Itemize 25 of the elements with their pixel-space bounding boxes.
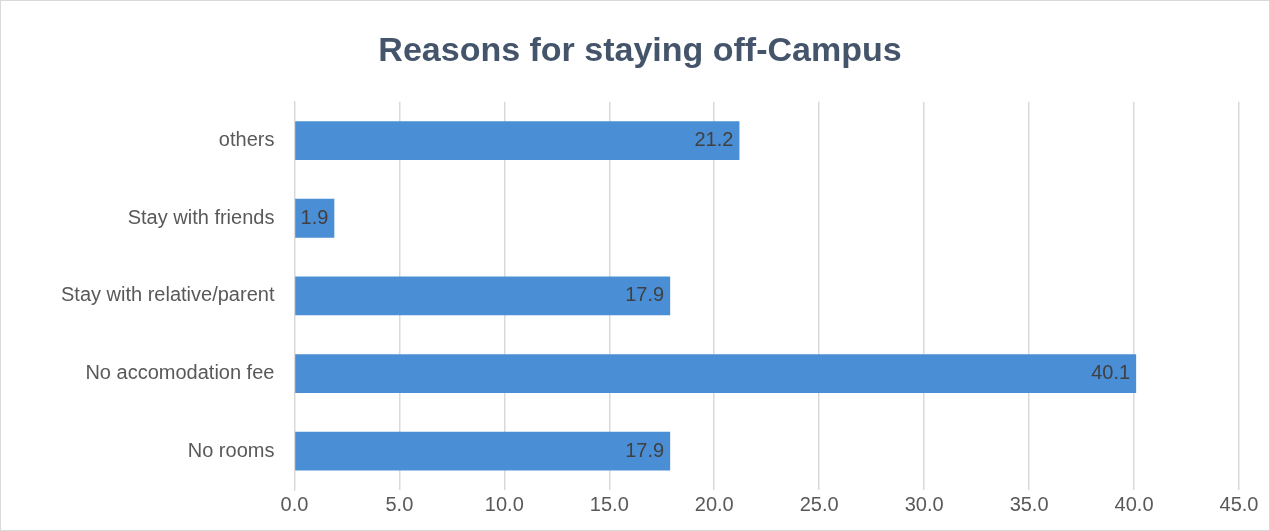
x-tick-label: 5.0	[385, 492, 414, 515]
x-tick-label: 45.0	[1219, 492, 1259, 515]
y-tick-label: Stay with friends	[127, 205, 275, 228]
data-label: 1.9	[300, 205, 329, 228]
data-label: 21.2	[694, 128, 734, 151]
bar	[295, 276, 671, 316]
x-tick-label: 35.0	[1009, 492, 1049, 515]
x-tick-label: 20.0	[694, 492, 734, 515]
bar	[295, 354, 1137, 393]
x-tick-label: 40.0	[1114, 492, 1154, 515]
y-tick-label: Stay with relative/parent	[61, 283, 275, 306]
x-tick-label: 25.0	[799, 492, 839, 515]
x-tick-label: 0.0	[280, 492, 309, 515]
bar	[295, 121, 740, 161]
data-label: 17.9	[625, 438, 665, 461]
data-label: 17.9	[625, 283, 665, 306]
bar	[295, 431, 671, 471]
y-tick-label: No accomodation fee	[85, 361, 275, 384]
y-tick-label: others	[218, 128, 275, 151]
x-tick-label: 30.0	[904, 492, 944, 515]
x-tick-label: 15.0	[589, 492, 629, 515]
y-tick-label: No rooms	[187, 438, 275, 461]
chart-title: Reasons for staying off-Campus	[378, 29, 902, 68]
data-label: 40.1	[1091, 361, 1131, 384]
x-tick-label: 10.0	[484, 492, 524, 515]
